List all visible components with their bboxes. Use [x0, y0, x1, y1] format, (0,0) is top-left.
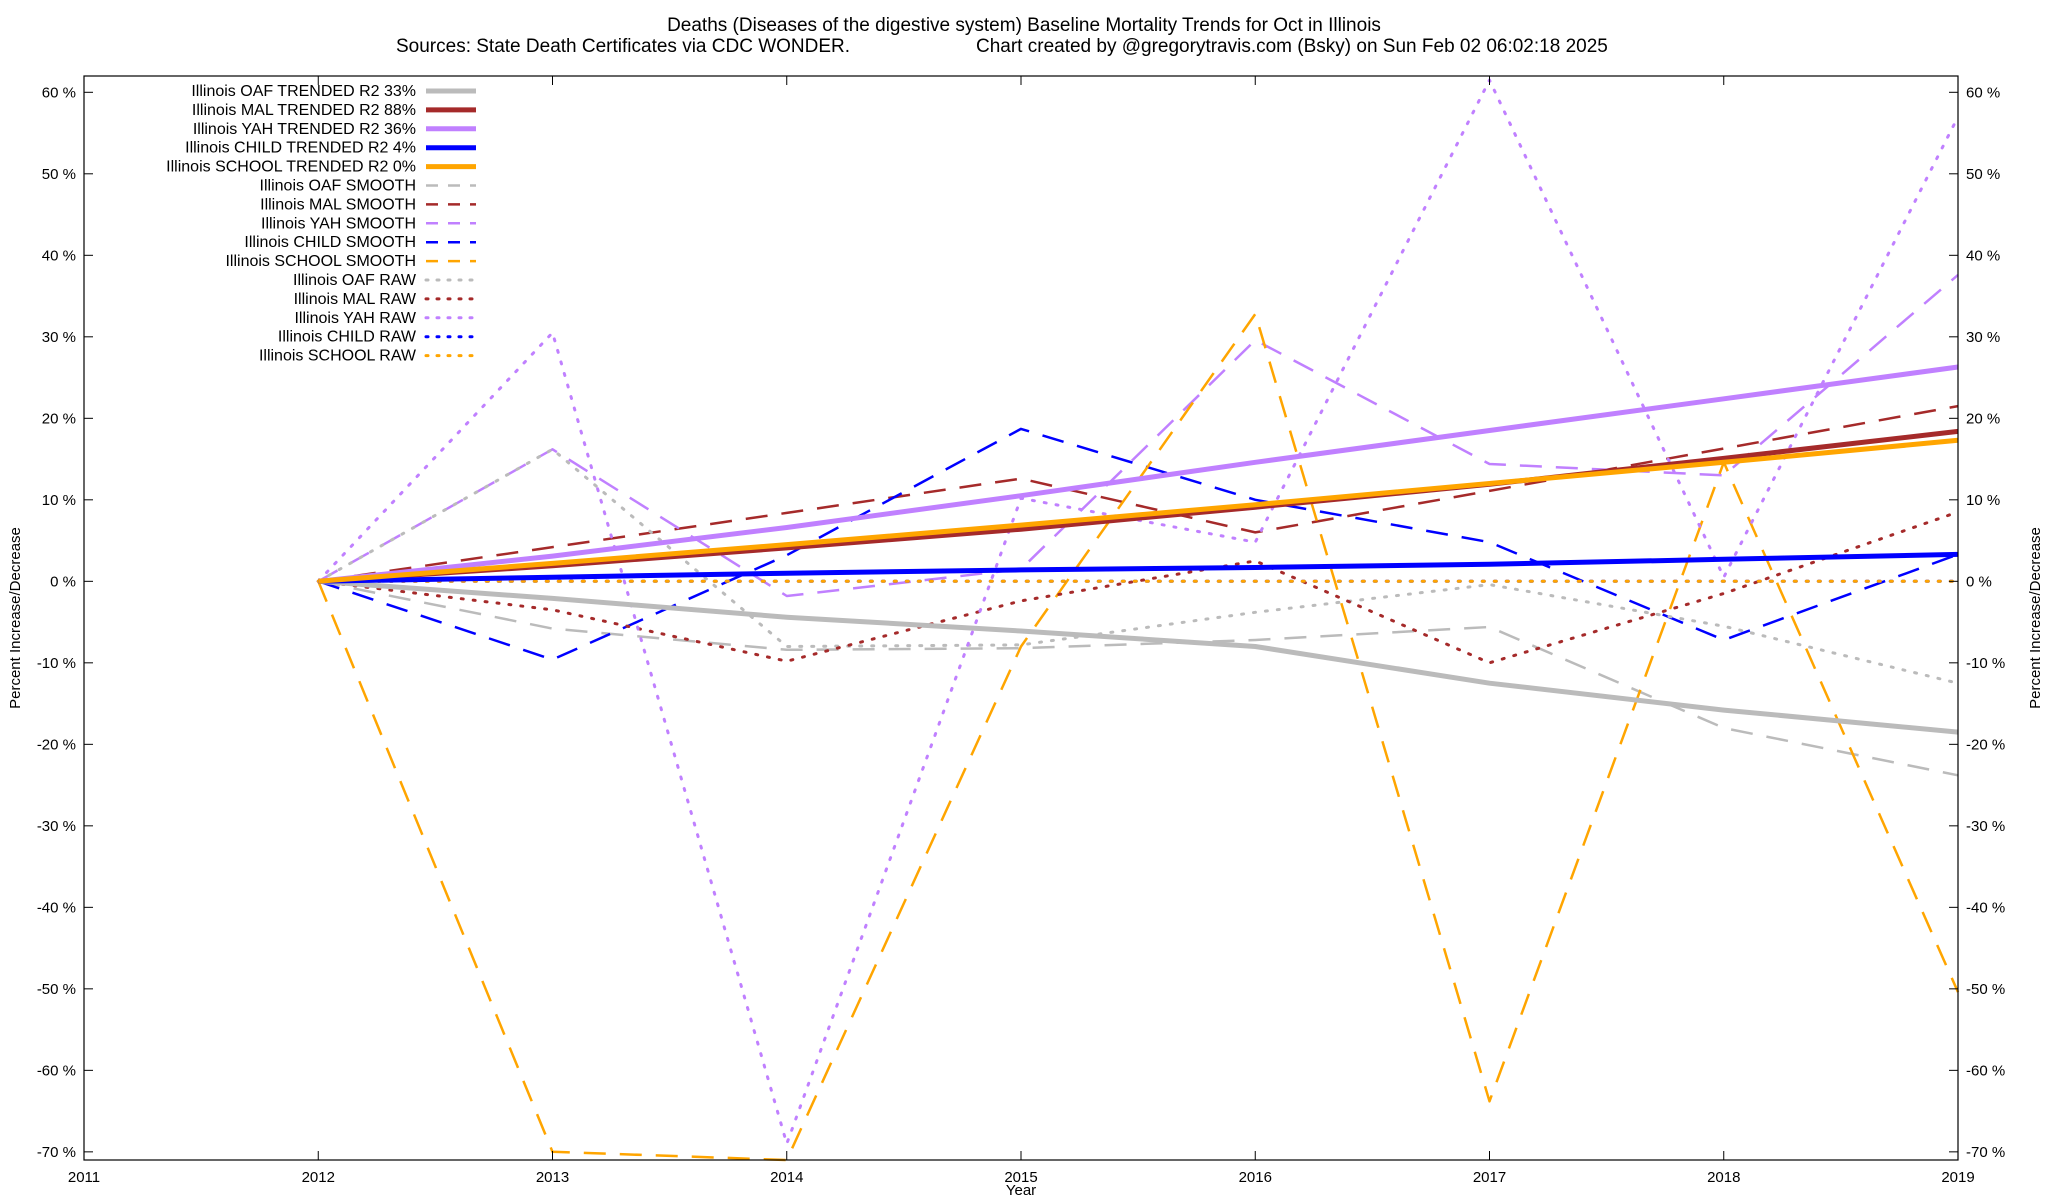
x-tick-label: 2018: [1707, 1169, 1740, 1186]
y2-tick-label: -70 %: [1966, 1144, 2005, 1161]
legend-entry-label: Illinois YAH SMOOTH: [261, 215, 416, 232]
series-line-9: [317, 312, 1960, 1162]
y-tick-label: -50 %: [37, 981, 76, 998]
chart-subtitle-sources: Sources: State Death Certificates via CD…: [396, 36, 850, 57]
legend-entry-label: Illinois CHILD RAW: [278, 329, 417, 346]
legend-entry-label: Illinois CHILD SMOOTH: [244, 234, 416, 251]
y2-axis-label: Percent Increase/Decrease: [2027, 527, 2044, 709]
y-tick-label: 20 %: [42, 410, 76, 427]
y2-tick-label: -50 %: [1966, 981, 2005, 998]
legend-entry-label: Illinois SCHOOL RAW: [259, 348, 417, 365]
y-tick-label: 0 %: [50, 573, 76, 590]
y2-tick-label: -10 %: [1966, 655, 2005, 672]
y2-tick-label: 30 %: [1966, 329, 2000, 346]
y2-tick-label: -60 %: [1966, 1062, 2005, 1079]
y-axis-label: Percent Increase/Decrease: [7, 527, 24, 709]
legend-entry-label: Illinois YAH TRENDED R2 36%: [193, 121, 416, 138]
y-tick-label: -10 %: [37, 655, 76, 672]
series-line-0: [318, 578, 1959, 735]
series-line-8: [317, 427, 1959, 661]
series-line-1: [318, 428, 1959, 584]
legend-entry-label: Illinois SCHOOL TRENDED R2 0%: [166, 159, 416, 176]
x-tick-label: 2017: [1473, 1169, 1506, 1186]
y-tick-label: -30 %: [37, 818, 76, 835]
y2-tick-label: -20 %: [1966, 736, 2005, 753]
y2-tick-label: 10 %: [1966, 492, 2000, 509]
series-line-2: [318, 364, 1959, 584]
legend: Illinois OAF TRENDED R2 33% Illinois MAL …: [166, 83, 478, 365]
y-tick-label: 60 %: [42, 84, 76, 101]
y-tick-label: 50 %: [42, 166, 76, 183]
y2-tick-label: -30 %: [1966, 818, 2005, 835]
chart-subtitle-credit: Chart created by @gregorytravis.com (Bsk…: [976, 36, 1608, 57]
series-line-3: [318, 551, 1959, 584]
legend-entry-label: Illinois YAH RAW: [294, 310, 416, 327]
legend-entry-label: Illinois MAL TRENDED R2 88%: [192, 102, 416, 119]
y-tick-label: -40 %: [37, 899, 76, 916]
x-tick-label: 2013: [536, 1169, 569, 1186]
y-tick-label: 10 %: [42, 492, 76, 509]
legend-entry-label: Illinois OAF RAW: [293, 272, 417, 289]
x-tick-label: 2016: [1239, 1169, 1272, 1186]
y2-tick-label: -40 %: [1966, 899, 2005, 916]
legend-entry-label: Illinois CHILD TRENDED R2 4%: [185, 140, 416, 157]
y-tick-label: -70 %: [37, 1144, 76, 1161]
series-line-7: [317, 273, 1959, 598]
legend-entry-label: Illinois OAF SMOOTH: [260, 178, 416, 195]
series-line-6: [318, 404, 1959, 583]
legend-entry-label: Illinois MAL RAW: [294, 291, 417, 308]
y2-tick-label: 60 %: [1966, 84, 2000, 101]
y-tick-label: 30 %: [42, 329, 76, 346]
x-tick-label: 2019: [1941, 1169, 1974, 1186]
legend-entry-label: Illinois SCHOOL SMOOTH: [225, 253, 416, 270]
y2-tick-label: 50 %: [1966, 166, 2000, 183]
x-tick-label: 2014: [770, 1169, 803, 1186]
series-line-4: [318, 437, 1959, 584]
series-line-11: [316, 510, 1960, 665]
y-tick-label: 40 %: [42, 247, 76, 264]
legend-entry-label: Illinois OAF TRENDED R2 33%: [191, 83, 416, 100]
y-tick-label: -60 %: [37, 1062, 76, 1079]
series-line-12: [316, 78, 1960, 1146]
y-tick-label: -20 %: [37, 736, 76, 753]
x-tick-label: 2012: [302, 1169, 335, 1186]
x-tick-label: 2011: [68, 1169, 100, 1186]
y2-tick-label: 0 %: [1966, 573, 1992, 590]
x-axis-label: Year: [1006, 1182, 1036, 1199]
chart-title: Deaths (Diseases of the digestive system…: [667, 15, 1381, 36]
y2-tick-label: 20 %: [1966, 410, 2000, 427]
legend-entry-label: Illinois MAL SMOOTH: [260, 196, 416, 213]
series-line-5: [318, 580, 1959, 777]
y2-tick-label: 40 %: [1966, 247, 2000, 264]
x-tick-label: 2015: [1004, 1169, 1037, 1186]
